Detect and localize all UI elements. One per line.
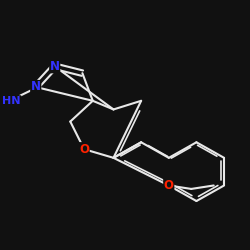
Text: N: N [31, 80, 41, 94]
Text: O: O [79, 143, 89, 156]
Text: HN: HN [2, 96, 21, 106]
Text: N: N [50, 60, 60, 73]
Text: O: O [164, 179, 174, 192]
